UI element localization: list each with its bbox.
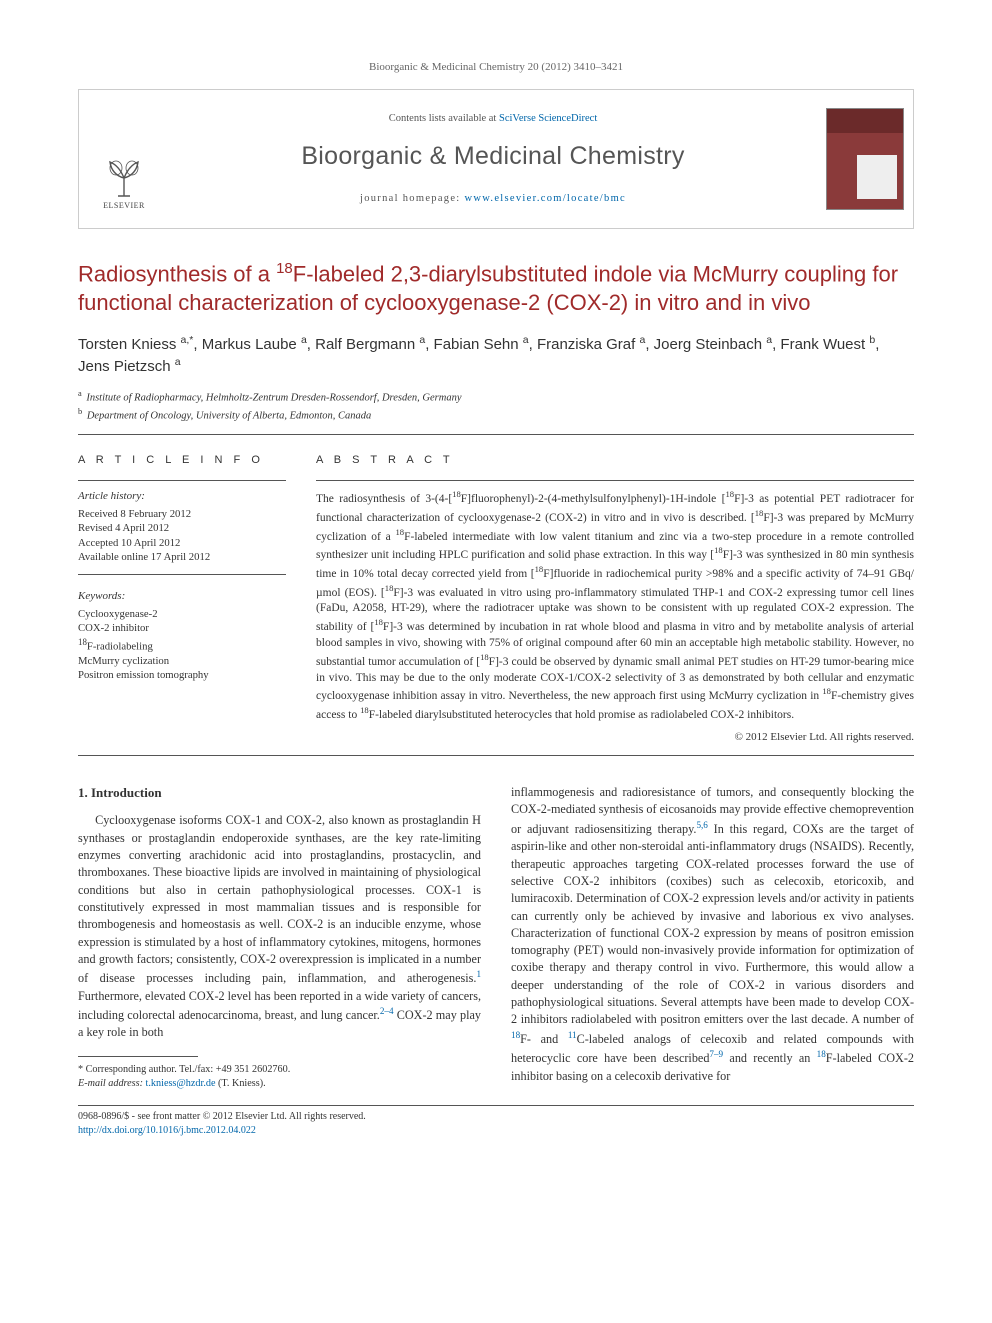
doi-link[interactable]: http://dx.doi.org/10.1016/j.bmc.2012.04.… — [78, 1125, 256, 1136]
affiliation-text: Department of Oncology, University of Al… — [87, 410, 371, 421]
contents-available-line: Contents lists available at SciVerse Sci… — [169, 112, 817, 127]
rule — [78, 480, 286, 481]
corresponding-email-line: E-mail address: t.kniess@hzdr.de (T. Kni… — [78, 1077, 481, 1091]
contents-prefix: Contents lists available at — [389, 113, 499, 124]
body-column-left: 1. Introduction Cyclooxygenase isoforms … — [78, 784, 481, 1091]
publisher-name: ELSEVIER — [103, 200, 145, 211]
affiliation: b Department of Oncology, University of … — [78, 406, 914, 424]
body-paragraph: Cyclooxygenase isoforms COX-1 and COX-2,… — [78, 812, 481, 1041]
body-paragraph: inflammogenesis and radioresistance of t… — [511, 784, 914, 1085]
rule — [78, 755, 914, 756]
elsevier-logo: ELSEVIER — [98, 156, 150, 216]
journal-banner: ELSEVIER Contents lists available at Sci… — [78, 89, 914, 229]
author-list: Torsten Kniess a,*, Markus Laube a, Ralf… — [78, 333, 914, 378]
body-column-right: inflammogenesis and radioresistance of t… — [511, 784, 914, 1091]
journal-homepage-line: journal homepage: www.elsevier.com/locat… — [169, 192, 817, 207]
rule — [316, 480, 914, 481]
article-title: Radiosynthesis of a 18F-labeled 2,3-diar… — [78, 259, 914, 317]
keyword: McMurry cyclization — [78, 654, 286, 668]
affiliation-sup: b — [78, 407, 82, 416]
abstract-heading: A B S T R A C T — [316, 453, 914, 468]
corresponding-line: * Corresponding author. Tel./fax: +49 35… — [78, 1063, 481, 1077]
email-suffix: (T. Kniess). — [218, 1078, 266, 1089]
sciencedirect-link[interactable]: SciVerse ScienceDirect — [499, 113, 597, 124]
page-footer: 0968-0896/$ - see front matter © 2012 El… — [78, 1105, 914, 1137]
cover-figure — [857, 155, 897, 199]
affiliation: a Institute of Radiopharmacy, Helmholtz-… — [78, 388, 914, 406]
rule — [78, 574, 286, 575]
affiliation-text: Institute of Radiopharmacy, Helmholtz-Ze… — [86, 392, 461, 403]
keyword: 18F-radiolabeling — [78, 636, 286, 654]
footnote-rule — [78, 1056, 198, 1057]
history-line: Received 8 February 2012 — [78, 507, 286, 521]
abstract-text: The radiosynthesis of 3-(4-[18F]fluoroph… — [316, 489, 914, 723]
running-head: Bioorganic & Medicinal Chemistry 20 (201… — [78, 60, 914, 75]
corresponding-email-link[interactable]: t.kniess@hzdr.de — [146, 1078, 216, 1089]
keyword: COX-2 inhibitor — [78, 621, 286, 635]
affiliation-sup: a — [78, 389, 82, 398]
section-heading: 1. Introduction — [78, 784, 481, 802]
keyword: Cyclooxygenase-2 — [78, 607, 286, 621]
cover-thumb-area — [817, 90, 913, 228]
body-columns: 1. Introduction Cyclooxygenase isoforms … — [78, 784, 914, 1091]
front-matter-line: 0968-0896/$ - see front matter © 2012 El… — [78, 1110, 914, 1124]
rule — [78, 434, 914, 435]
history-line: Available online 17 April 2012 — [78, 550, 286, 564]
publisher-logo-area: ELSEVIER — [79, 90, 169, 228]
journal-homepage-link[interactable]: www.elsevier.com/locate/bmc — [464, 193, 626, 204]
page: Bioorganic & Medicinal Chemistry 20 (201… — [0, 0, 992, 1177]
journal-cover-thumbnail — [826, 108, 904, 210]
abstract-column: A B S T R A C T The radiosynthesis of 3-… — [316, 453, 914, 745]
keywords-label: Keywords: — [78, 589, 286, 604]
elsevier-tree-icon — [101, 156, 147, 198]
corresponding-author: * Corresponding author. Tel./fax: +49 35… — [78, 1063, 481, 1092]
affiliations: a Institute of Radiopharmacy, Helmholtz-… — [78, 388, 914, 424]
article-info-heading: A R T I C L E I N F O — [78, 453, 286, 468]
abstract-copyright: © 2012 Elsevier Ltd. All rights reserved… — [316, 730, 914, 745]
meta-row: A R T I C L E I N F O Article history: R… — [78, 453, 914, 745]
journal-name: Bioorganic & Medicinal Chemistry — [169, 139, 817, 174]
email-label: E-mail address: — [78, 1078, 143, 1089]
keyword: Positron emission tomography — [78, 668, 286, 682]
article-history-label: Article history: — [78, 489, 286, 504]
homepage-prefix: journal homepage: — [360, 193, 464, 204]
history-line: Accepted 10 April 2012 — [78, 536, 286, 550]
article-info-column: A R T I C L E I N F O Article history: R… — [78, 453, 286, 745]
history-line: Revised 4 April 2012 — [78, 521, 286, 535]
banner-center: Contents lists available at SciVerse Sci… — [169, 90, 817, 228]
title-block: Radiosynthesis of a 18F-labeled 2,3-diar… — [78, 259, 914, 317]
